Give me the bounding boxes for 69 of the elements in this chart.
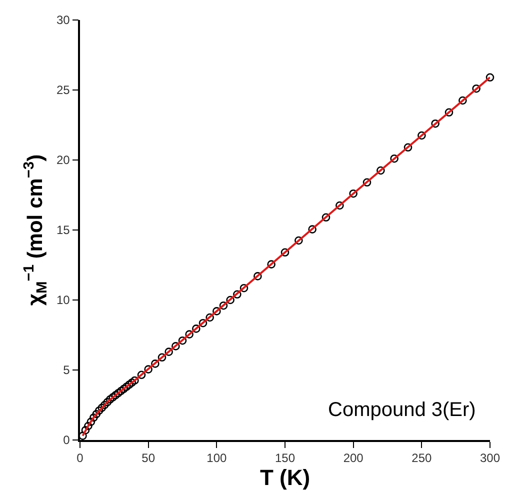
y-tick-label: 5 — [63, 363, 70, 378]
point — [94, 406, 104, 415]
y-tick-label: 10 — [56, 293, 70, 308]
point — [178, 336, 187, 345]
point — [362, 178, 372, 187]
point — [458, 96, 467, 105]
point — [103, 398, 112, 406]
point — [418, 131, 426, 140]
point — [81, 426, 90, 434]
point — [376, 166, 385, 175]
y-tick-label: 20 — [56, 153, 70, 168]
point — [336, 201, 344, 210]
point — [144, 365, 152, 374]
point — [212, 307, 221, 316]
point — [106, 395, 114, 404]
point — [137, 370, 146, 380]
point — [390, 154, 398, 163]
point — [486, 73, 494, 82]
point — [130, 376, 139, 385]
x-tick-label: 150 — [274, 451, 296, 466]
x-tick-label: 200 — [343, 451, 364, 466]
point — [120, 384, 128, 394]
point — [322, 213, 330, 222]
y-tick-label: 25 — [56, 83, 70, 98]
point — [172, 342, 180, 350]
point — [116, 386, 126, 396]
x-tick-label: 250 — [412, 451, 432, 466]
point — [267, 260, 276, 268]
point — [151, 360, 160, 368]
x-tick-label: 50 — [142, 451, 156, 466]
point — [404, 143, 412, 152]
point — [111, 391, 120, 400]
y-tick-label: 0 — [63, 433, 70, 448]
point — [128, 378, 136, 387]
point — [185, 330, 194, 338]
point — [90, 413, 98, 422]
point — [206, 313, 214, 322]
x-axis-title: T (K) — [260, 465, 310, 490]
point — [219, 301, 228, 310]
x-tick-label: 300 — [480, 451, 500, 466]
point — [280, 248, 290, 257]
point — [86, 418, 96, 426]
point — [308, 225, 316, 234]
point — [114, 388, 122, 398]
y-tick-label: 30 — [56, 13, 70, 28]
point — [431, 119, 440, 128]
point — [192, 324, 200, 333]
point — [240, 284, 248, 292]
point — [92, 410, 101, 418]
x-tick-label: 0 — [76, 451, 84, 466]
point — [349, 189, 358, 198]
point — [164, 348, 173, 356]
point — [294, 236, 303, 245]
point — [108, 393, 117, 402]
point — [472, 84, 480, 93]
point — [84, 422, 92, 430]
point — [226, 296, 234, 304]
point — [444, 108, 454, 117]
point — [125, 380, 134, 389]
point — [98, 404, 106, 412]
annotation: Compound 3(Er) — [328, 399, 476, 421]
x-tick-label: 100 — [206, 451, 227, 466]
point — [158, 353, 166, 362]
point — [122, 382, 131, 391]
point — [254, 272, 262, 280]
point — [198, 318, 208, 328]
point — [233, 290, 242, 299]
point — [100, 400, 109, 410]
y-tick-label: 15 — [56, 223, 70, 238]
